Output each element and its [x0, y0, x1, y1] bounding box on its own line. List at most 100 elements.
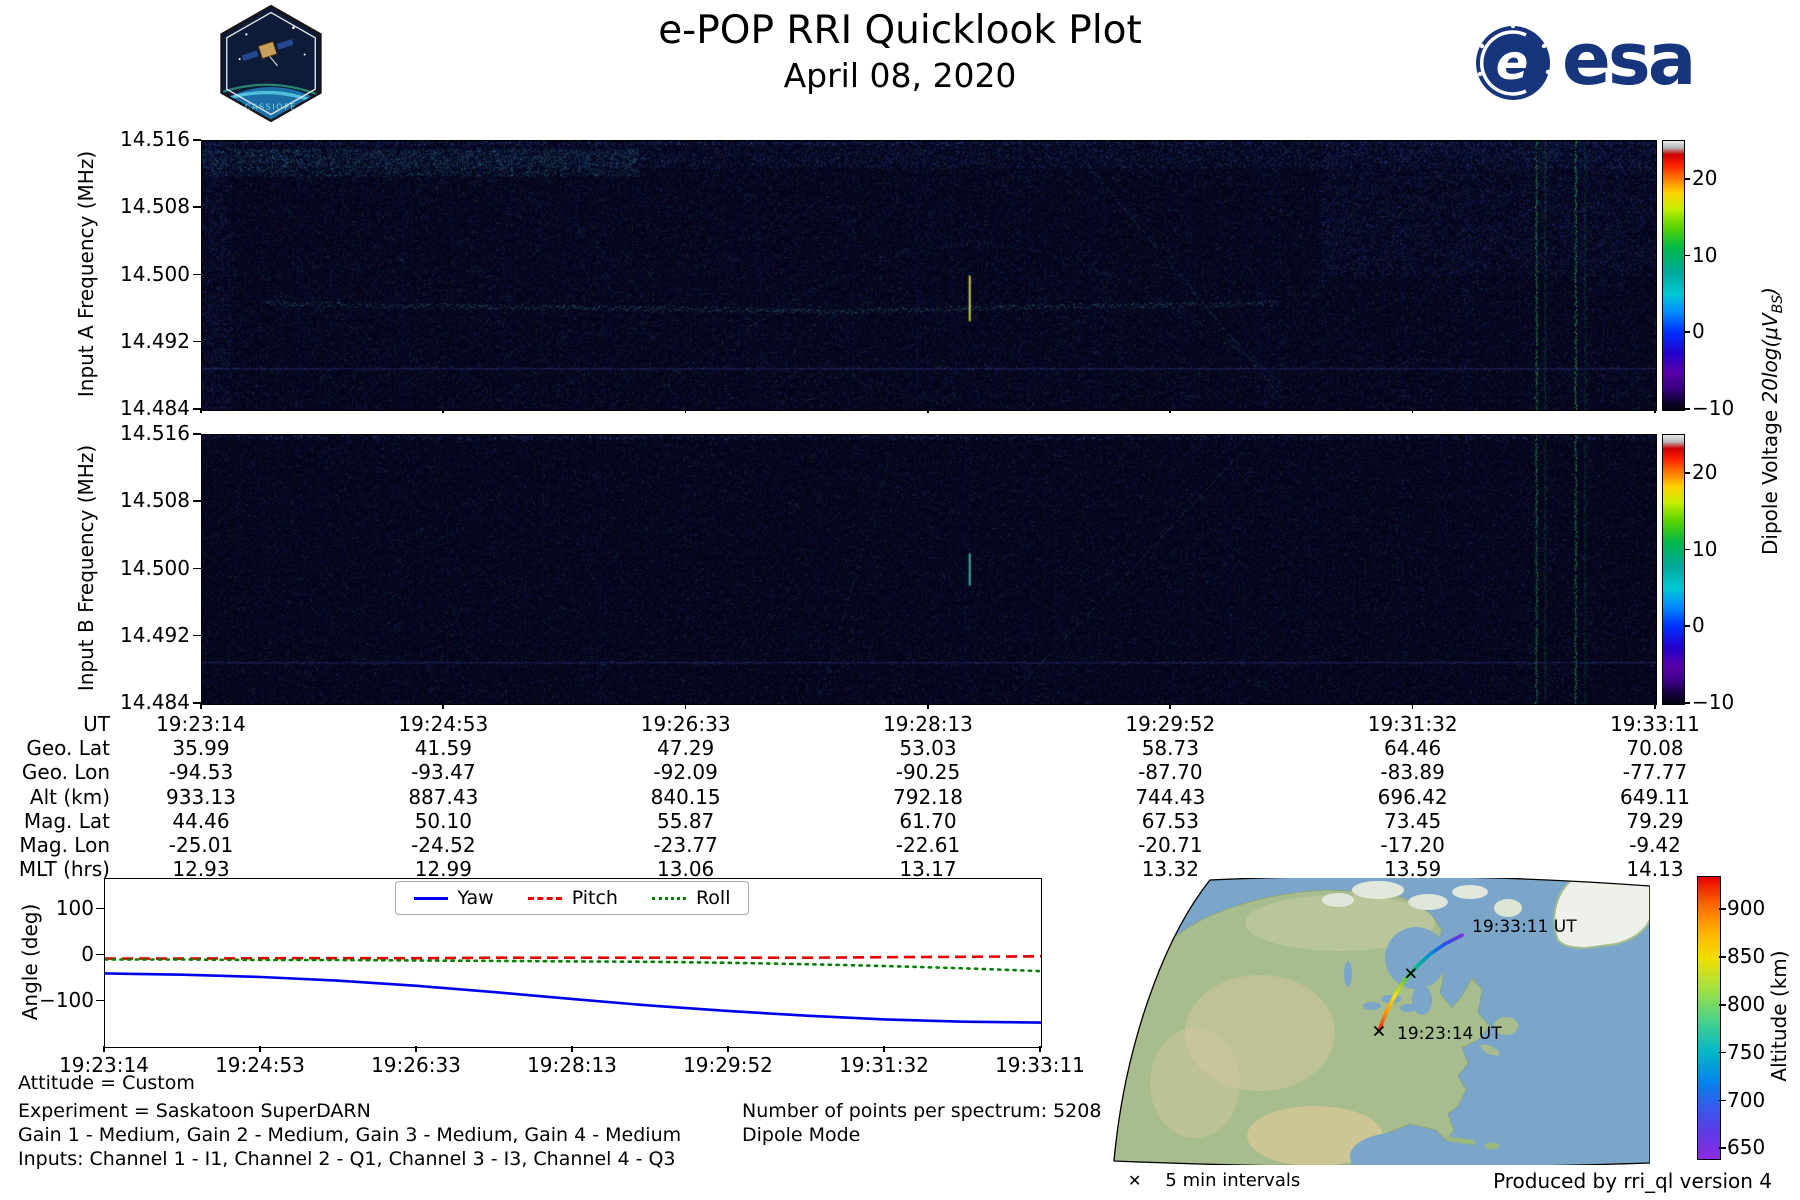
tick-mark	[684, 409, 687, 413]
inputs-text: Inputs: Channel 1 - I1, Channel 2 - Q1, …	[18, 1148, 676, 1170]
esa-wordmark: esa	[1562, 17, 1696, 101]
pitch-line-sample	[527, 896, 562, 900]
legend-item-pitch: Pitch	[527, 887, 618, 909]
spectro-colorbar	[1662, 434, 1685, 705]
colorbar-label-text: Dipole Voltage	[1758, 409, 1782, 555]
ephemeris-row-label: Geo. Lat	[26, 736, 110, 761]
ephemeris-value: -92.09	[653, 760, 718, 785]
ephemeris-value: 14.13	[1626, 857, 1684, 882]
angle-ytick-label: −100	[39, 987, 94, 1012]
esa-logo: e esa	[1472, 17, 1696, 104]
angle-series-roll	[105, 958, 1041, 973]
interval-marker-label: 5 min intervals	[1165, 1170, 1301, 1191]
ephemeris-value: 13.32	[1141, 857, 1199, 882]
tick-mark	[96, 907, 104, 910]
ephemeris-value: 696.42	[1377, 784, 1448, 809]
tick-mark	[571, 1046, 573, 1052]
tick-mark	[727, 1046, 729, 1052]
cassiope-mission-patch: CASSIOPE	[215, 4, 327, 127]
angle-legend: Yaw Pitch Roll	[394, 881, 750, 915]
tick-mark	[1684, 548, 1690, 551]
freq-tick-label: 14.516	[120, 127, 190, 151]
angle-xtick-label: 19:26:33	[371, 1053, 461, 1077]
track-end-label: 19:33:11 UT	[1472, 917, 1577, 937]
tick-mark	[1719, 1051, 1726, 1054]
altitude-colorbar-label: Altitude (km)	[1767, 950, 1791, 1082]
tick-mark	[1719, 956, 1726, 958]
tick-mark	[200, 703, 202, 709]
ephemeris-value: 12.99	[414, 857, 472, 882]
freq-tick-label: 14.492	[120, 622, 190, 647]
dipole-voltage-colorbar-label: Dipole Voltage 20log(μVBS)	[1758, 287, 1786, 555]
angle-chart-frame	[104, 878, 1042, 1048]
colorbar-label-close: )	[1758, 287, 1782, 295]
tick-mark	[103, 1046, 105, 1052]
tick-mark	[927, 703, 929, 709]
legend-label-yaw: Yaw	[457, 887, 494, 909]
ephemeris-value: 13.59	[1384, 857, 1442, 882]
ephemeris-value: 19:23:14	[156, 712, 246, 736]
tick-mark	[883, 1046, 885, 1052]
tick-mark	[1719, 908, 1726, 910]
ephemeris-value: -17.20	[1380, 833, 1445, 857]
points-per-spectrum-text: Number of points per spectrum: 5208	[742, 1100, 1102, 1122]
colorbar-tick-label: 20	[1692, 166, 1718, 190]
freq-tick-label: 14.500	[120, 261, 190, 286]
tick-mark	[1039, 1046, 1041, 1052]
input-b-ylabel: Input B Frequency (MHz)	[74, 444, 98, 692]
tick-mark	[1654, 409, 1656, 413]
ephemeris-value: 19:24:53	[398, 712, 489, 736]
roll-line-sample	[651, 896, 686, 900]
interval-marker-legend: ✕ 5 min intervals	[1128, 1169, 1300, 1191]
freq-tick-label: 14.484	[120, 396, 190, 420]
ephemeris-value: 79.29	[1626, 808, 1684, 833]
ephemeris-row-label: MLT (hrs)	[18, 857, 110, 882]
altitude-tick-label: 700	[1727, 1087, 1766, 1112]
colorbar-tick-label: −10	[1692, 690, 1735, 714]
svg-text:e: e	[1496, 35, 1529, 91]
angle-xtick-label: 19:33:11	[995, 1053, 1085, 1077]
tick-mark	[200, 409, 202, 413]
ephemeris-value: -90.25	[895, 760, 961, 785]
tick-mark	[193, 567, 201, 569]
tick-mark	[193, 702, 201, 704]
input-a-ylabel: Input A Frequency (MHz)	[74, 150, 98, 398]
ephemeris-value: 19:31:32	[1367, 712, 1458, 736]
x-marker-glyph: ✕	[1128, 1171, 1142, 1190]
tick-mark	[193, 139, 201, 141]
tick-mark	[1169, 703, 1171, 709]
angle-ytick-label: 100	[55, 895, 94, 920]
tick-mark	[1719, 1099, 1726, 1102]
tick-mark	[1719, 1147, 1726, 1149]
ephemeris-value: 70.08	[1626, 736, 1684, 761]
ephemeris-value: 53.03	[899, 736, 957, 761]
angle-chart-plot	[105, 955, 1041, 1024]
tick-mark	[96, 999, 104, 1002]
colorbar-label-math: 20log(μV	[1758, 313, 1782, 404]
tick-mark	[1684, 331, 1690, 333]
ephemeris-value: 19:26:33	[640, 712, 731, 736]
spectrogram-canvas-b	[202, 435, 1656, 704]
ephemeris-value: 73.45	[1384, 808, 1442, 833]
ephemeris-row-label: UT	[83, 712, 110, 736]
altitude-tick-label: 650	[1727, 1135, 1766, 1160]
track-start-label: 19:23:14 UT	[1397, 1024, 1502, 1044]
tick-mark	[684, 703, 687, 709]
esa-emblem: e	[1476, 23, 1551, 100]
ephemeris-row-label: Mag. Lat	[23, 808, 110, 833]
map-base	[1114, 876, 1650, 1168]
experiment-text: Experiment = Saskatoon SuperDARN	[18, 1100, 371, 1122]
ephemeris-value: 649.11	[1620, 784, 1690, 809]
tick-mark	[1684, 702, 1690, 704]
freq-tick-label: 14.508	[120, 194, 190, 219]
interval-x-marker	[1373, 1025, 1385, 1037]
patch-title: CASSIOPE	[245, 102, 297, 111]
legend-label-pitch: Pitch	[571, 887, 618, 909]
spectrogram-canvas-a	[202, 141, 1656, 410]
ephemeris-value: 13.17	[899, 857, 957, 882]
angle-series-yaw	[105, 972, 1041, 1024]
angle-xtick-label: 19:24:53	[215, 1053, 305, 1077]
page-title: e-POP RRI Quicklook Plot	[658, 8, 1142, 53]
tick-mark	[96, 953, 104, 956]
